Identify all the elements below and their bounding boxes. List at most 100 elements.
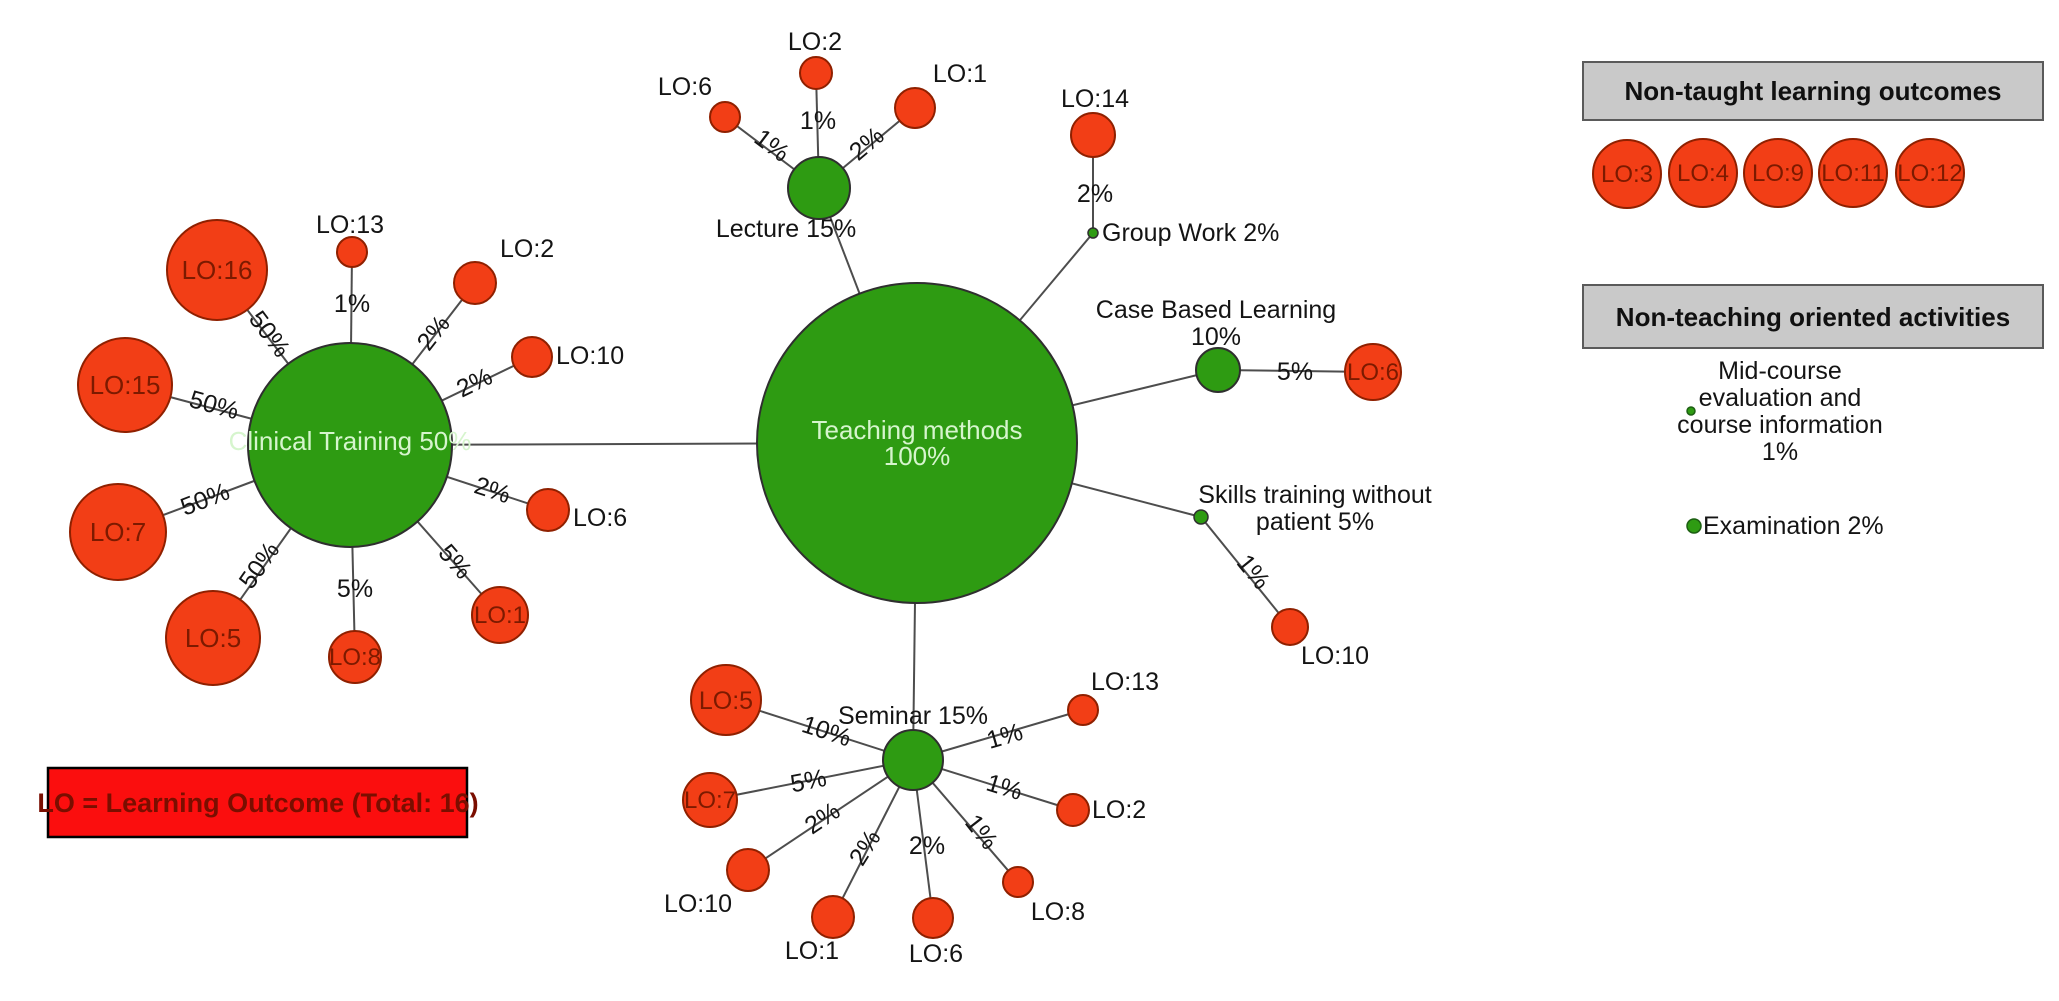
edge-label-groupwork-lo14: 2% (1077, 180, 1113, 208)
node-label-se-lo1: LO:1 (785, 937, 839, 965)
legend-box (46, 766, 469, 839)
node-l-lo1 (894, 87, 936, 129)
edge-label-seminar-se-lo7: 5% (788, 764, 829, 798)
node-se-lo1 (811, 895, 855, 939)
node-label-se-lo5: LO:5 (699, 687, 753, 715)
node-label-c-lo6: LO:6 (573, 504, 627, 532)
node-label-se-lo13: LO:13 (1091, 668, 1159, 696)
node-label-l-lo6: LO:6 (658, 73, 712, 101)
edge-label-seminar-se-lo8: 1% (959, 809, 1003, 855)
node-c-lo7 (69, 483, 167, 581)
node-se-lo10 (726, 848, 770, 892)
edge-skills-s-lo10 (1200, 516, 1291, 628)
non-teaching-header-box (1582, 284, 2044, 349)
non-taught-lo-label: LO:12 (1897, 160, 1962, 187)
non-teaching-panel: Non-teaching oriented activities Mid-cou… (1582, 284, 2044, 540)
non-taught-lo-label: LO:9 (1752, 160, 1804, 187)
node-se-lo8 (1002, 866, 1034, 898)
edge-label-casebased-cb-lo6: 5% (1277, 358, 1313, 386)
node-se-lo2 (1056, 793, 1090, 827)
node-label-l-lo2: LO:2 (788, 28, 842, 56)
non-taught-circles: LO:3 LO:4 LO:9 LO:11 LO:12 (1592, 138, 1965, 209)
midcourse-label-line3: course information (1677, 411, 1883, 439)
node-s-lo10 (1271, 608, 1309, 646)
edge-seminar-se-lo7 (709, 759, 914, 801)
node-label-casebased: Case Based Learning (1096, 296, 1336, 324)
node-l-lo2 (799, 56, 833, 90)
legend-label: LO = Learning Outcome (Total: 16) (37, 788, 478, 818)
edge-label-clinical-c-lo15: 50% (186, 385, 242, 425)
examination-dot (1686, 518, 1702, 534)
node-l-lo6 (709, 101, 741, 133)
node-label-se-lo2: LO:2 (1092, 796, 1146, 824)
node-label-lo14: LO:14 (1061, 85, 1129, 113)
edge-label-seminar-se-lo10: 2% (800, 797, 846, 840)
node-c-lo5 (165, 590, 261, 686)
node-c-lo16 (166, 219, 268, 321)
node-clinical (247, 342, 453, 548)
non-taught-lo-circle (1743, 138, 1813, 208)
node-label-se-lo8: LO:8 (1031, 898, 1085, 926)
edge-label-clinical-c-lo13: 1% (334, 290, 370, 318)
non-taught-lo-label: LO:3 (1601, 161, 1653, 188)
node-lo14 (1070, 112, 1116, 158)
node-label-c-lo16: LO:16 (182, 255, 253, 285)
non-taught-lo-circle (1668, 138, 1738, 208)
node-teaching (756, 282, 1078, 604)
non-taught-lo-circle (1895, 138, 1965, 208)
edge-label-skills-s-lo10: 1% (1231, 549, 1276, 595)
node-label-c-lo15: LO:15 (90, 370, 161, 400)
midcourse-label-line1: Mid-course (1718, 357, 1842, 385)
edge-label-clinical-c-lo8: 5% (337, 575, 373, 603)
node-skills (1193, 509, 1209, 525)
edge-label-clinical-c-lo10: 2% (452, 362, 497, 403)
diagram-nodes (69, 56, 1402, 939)
node-c-lo8 (328, 630, 382, 684)
node-c-lo13 (336, 236, 368, 268)
node-label-c-lo2: LO:2 (500, 235, 554, 263)
node-label-skills: patient 5% (1256, 508, 1374, 536)
non-taught-lo-circle (1818, 138, 1888, 208)
edge-label-lecture-l-lo6: 1% (749, 124, 795, 168)
edge-label-seminar-se-lo2: 1% (983, 769, 1026, 806)
edge-label-seminar-se-lo1: 2% (844, 825, 887, 870)
non-teaching-header-label: Non-teaching oriented activities (1616, 302, 2010, 332)
node-casebased (1195, 347, 1241, 393)
edge-label-seminar-se-lo13: 1% (984, 718, 1026, 755)
node-se-lo7 (682, 772, 738, 828)
edge-label-lecture-l-lo2: 1% (800, 107, 836, 135)
node-label-skills: Skills training without (1198, 481, 1431, 509)
node-label-se-lo7: LO:7 (684, 787, 736, 814)
node-label-c-lo5: LO:5 (185, 623, 241, 653)
non-taught-lo-label: LO:11 (1821, 160, 1885, 187)
node-label-casebased: 10% (1191, 323, 1241, 351)
edge-label-clinical-c-lo7: 50% (177, 477, 234, 521)
node-se-lo13 (1067, 694, 1099, 726)
examination-label: Examination 2% (1703, 512, 1884, 540)
node-lecture (787, 156, 851, 220)
edge-label-lecture-l-lo1: 2% (844, 122, 890, 167)
node-se-lo5 (690, 664, 762, 736)
non-taught-header-box (1582, 61, 2044, 121)
node-label-c-lo10: LO:10 (556, 342, 624, 370)
node-label-c-lo8: LO:8 (329, 644, 381, 671)
midcourse-label-line2: evaluation and (1699, 384, 1862, 412)
node-groupwork (1087, 227, 1099, 239)
node-c-lo2 (453, 261, 497, 305)
edge-label-clinical-c-lo6: 2% (471, 471, 514, 509)
node-label-se-lo6: LO:6 (909, 940, 963, 968)
node-label-teaching: 100% (884, 441, 951, 471)
non-taught-lo-circle (1592, 139, 1662, 209)
node-label-se-lo10: LO:10 (664, 890, 732, 918)
node-label-seminar: Seminar 15% (838, 702, 988, 730)
node-c-lo15 (77, 337, 173, 433)
node-c-lo6 (526, 488, 570, 532)
node-cb-lo6 (1344, 343, 1402, 401)
node-seminar (882, 729, 944, 791)
midcourse-dot (1686, 406, 1696, 416)
non-taught-panel: Non-taught learning outcomes LO:3 LO:4 LO:… (1582, 61, 2044, 209)
node-se-lo6 (912, 897, 954, 939)
node-label-c-lo13: LO:13 (316, 211, 384, 239)
